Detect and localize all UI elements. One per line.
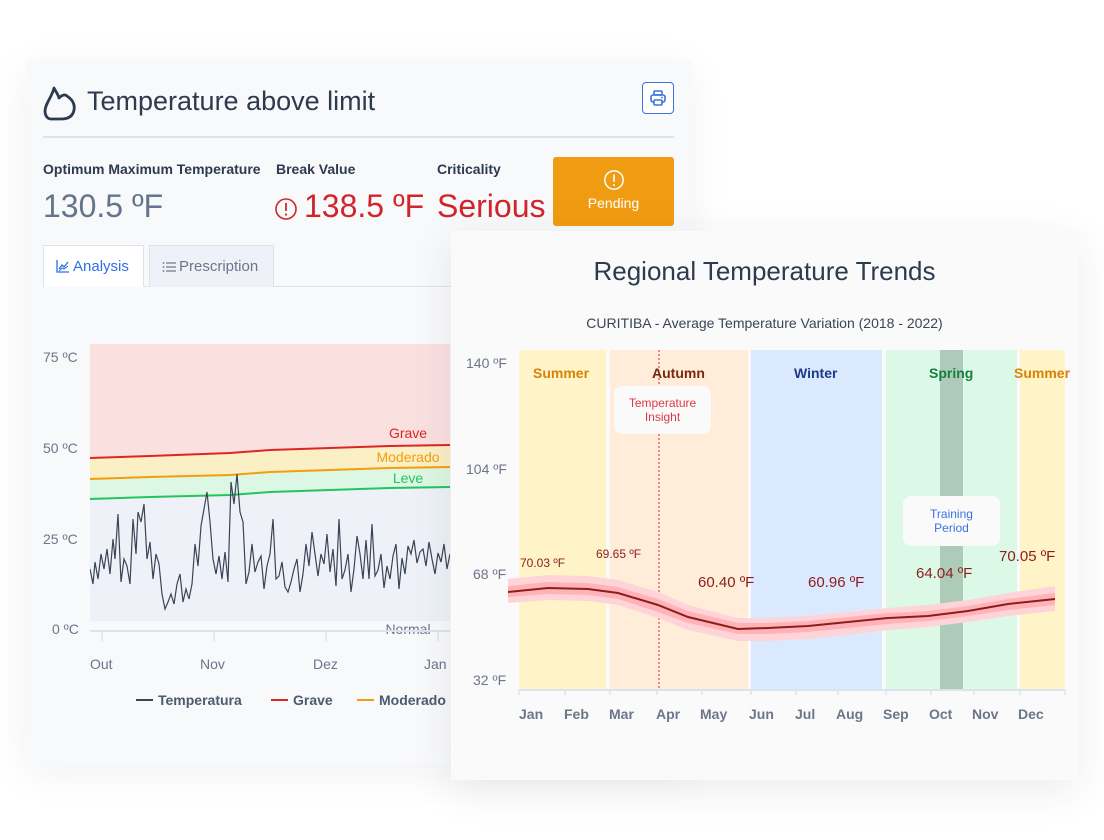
- season-summer-band-2: [1020, 350, 1065, 690]
- season-label-winter: Winter: [794, 365, 838, 381]
- trends-card: Regional Temperature Trends CURITIBA - A…: [451, 231, 1078, 780]
- x-tick: Jan: [424, 656, 447, 672]
- threshold-chart: Grave Moderado Leve Normal: [90, 344, 450, 637]
- legend-swatch: [357, 698, 374, 701]
- y-tick: 75 ºC: [43, 349, 78, 365]
- callout-line: Training: [930, 507, 973, 521]
- season-label-summer: Summer: [533, 365, 590, 381]
- kpi-break-label: Break Value: [276, 161, 356, 177]
- tab-analysis[interactable]: Analysis: [43, 245, 144, 287]
- legend-swatch: [271, 698, 288, 701]
- alert-circle-icon: [603, 170, 624, 190]
- y-tick: 50 ºC: [43, 440, 78, 456]
- kpi-criticality-label: Criticality: [437, 161, 501, 177]
- x-tick: Jul: [795, 706, 816, 722]
- grave-line: [90, 444, 450, 459]
- x-tick: Jun: [749, 706, 774, 722]
- y-tick: 140 ºF: [466, 355, 507, 371]
- list-icon: [162, 262, 176, 272]
- data-label-jan: 70.03 ºF: [520, 556, 566, 570]
- tab-prescription[interactable]: Prescription: [149, 245, 274, 287]
- tab-prescription-label: Prescription: [179, 258, 259, 275]
- grave-zone-label: Grave: [389, 425, 427, 441]
- outer-variation-band: [508, 575, 1055, 641]
- x-tick: Sep: [883, 706, 909, 722]
- legend-moderado[interactable]: Moderado: [357, 692, 446, 708]
- kpi-criticality-value: Serious: [437, 188, 546, 224]
- x-tick: Dez: [313, 656, 338, 672]
- season-label-spring: Spring: [929, 365, 974, 381]
- trends-subtitle: CURITIBA - Average Temperature Variation…: [586, 315, 943, 331]
- normal-zone-label: Normal: [385, 621, 430, 637]
- legend-label: Moderado: [379, 692, 446, 708]
- chart-icon: [56, 260, 69, 273]
- alert-title: Temperature above limit: [87, 86, 376, 116]
- y-tick: 68 ºF: [473, 566, 507, 582]
- tab-bar: Analysis Prescription: [43, 245, 674, 287]
- season-label-autumn: Autumn: [652, 365, 705, 381]
- legend-grave[interactable]: Grave: [271, 692, 333, 708]
- x-tick: Nov: [200, 656, 225, 672]
- x-axis-ticks: [518, 690, 1066, 695]
- callout-line: Temperature: [628, 396, 697, 410]
- leve-zone-label: Leve: [393, 470, 424, 486]
- kpi-optimum-label: Optimum Maximum Temperature: [43, 161, 261, 177]
- x-tick: Mar: [609, 706, 634, 722]
- printer-icon: [650, 90, 666, 106]
- y-tick: 0 ºC: [52, 621, 79, 637]
- kpi-break: 138.5 ºF: [274, 188, 424, 225]
- x-tick: May: [700, 706, 728, 722]
- zone-leve: [90, 467, 450, 499]
- data-label-dec: 70.05 ºF: [999, 548, 1056, 565]
- inner-variation-band: [508, 582, 1055, 634]
- season-label-summer-2: Summer: [1014, 365, 1071, 381]
- y-tick: 104 ºF: [466, 461, 507, 477]
- tab-analysis-label: Analysis: [73, 258, 129, 275]
- data-label-oct: 64.04 ºF: [916, 565, 973, 582]
- temperature-insight-callout[interactable]: Temperature Insight: [614, 386, 711, 434]
- x-tick: Feb: [564, 706, 589, 722]
- flame-icon: [43, 86, 76, 121]
- y-tick: 32 ºF: [473, 672, 507, 688]
- moderado-line: [90, 466, 450, 480]
- leve-line: [90, 486, 450, 500]
- y-tick: 25 ºC: [43, 531, 78, 547]
- x-tick: Apr: [656, 706, 681, 722]
- alert-card-header: Temperature above limit: [43, 82, 674, 138]
- callout-line: Period: [934, 521, 969, 535]
- kpi-break-value: 138.5 ºF: [304, 188, 425, 224]
- x-tick: Dec: [1018, 706, 1044, 722]
- x-tick: Oct: [929, 706, 953, 722]
- kpi-optimum-value: 130.5 ºF: [43, 188, 164, 224]
- season-summer-band: [519, 350, 606, 690]
- pending-status-button[interactable]: Pending: [553, 157, 674, 226]
- callout-line: Insight: [644, 410, 681, 424]
- data-label-may: 60.40 ºF: [698, 574, 755, 591]
- legend-temperatura[interactable]: Temperatura: [136, 692, 242, 708]
- data-label-aug: 60.96 ºF: [808, 574, 865, 591]
- legend-swatch: [136, 698, 153, 701]
- x-tick: Nov: [972, 706, 999, 722]
- x-tick: Aug: [836, 706, 864, 722]
- x-tick: Jan: [519, 706, 544, 722]
- pending-label: Pending: [587, 195, 640, 211]
- zone-moderado: [90, 445, 450, 479]
- moderado-zone-label: Moderado: [376, 449, 439, 465]
- x-axis-ticks: [101, 631, 439, 641]
- x-tick: Out: [90, 656, 113, 672]
- alert-circle-icon: [275, 197, 297, 220]
- mean-temperature-line: [508, 586, 1056, 631]
- legend-label: Grave: [293, 692, 333, 708]
- data-label-mar: 69.65 ºF: [596, 547, 642, 561]
- training-period-callout[interactable]: Training Period: [903, 496, 1000, 546]
- legend-label: Temperatura: [158, 692, 242, 708]
- temperature-series: [90, 473, 450, 612]
- trends-title: Regional Temperature Trends: [593, 256, 936, 286]
- print-button[interactable]: [642, 82, 674, 114]
- zone-grave: [90, 344, 450, 458]
